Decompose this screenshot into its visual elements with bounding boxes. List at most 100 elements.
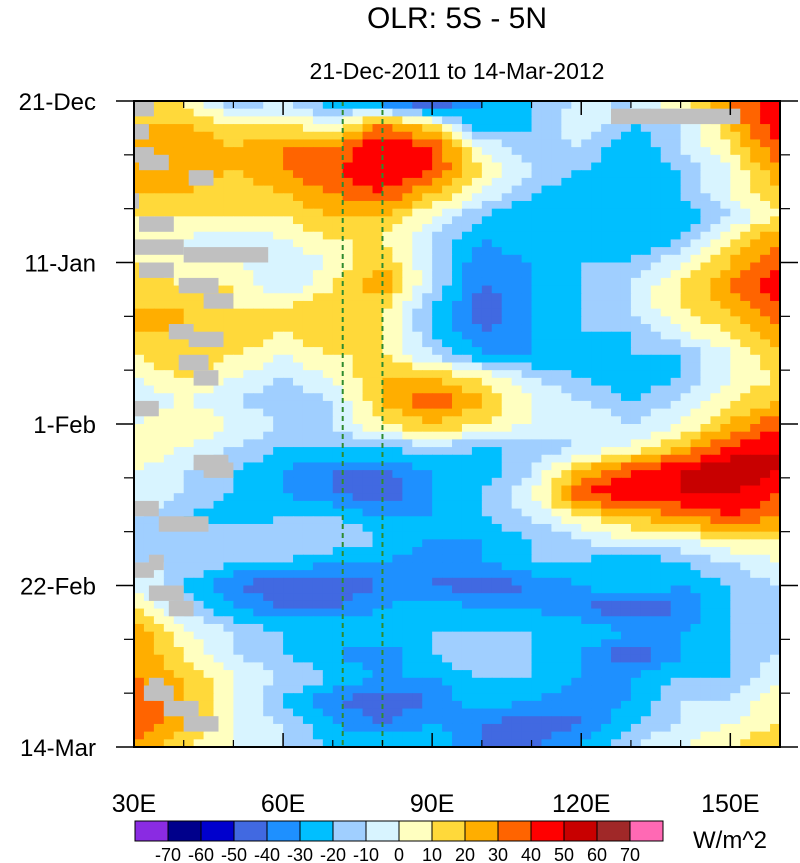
- heatmap-cell: [690, 293, 702, 302]
- heatmap-cell: [620, 254, 632, 264]
- heatmap-cell: [163, 185, 175, 194]
- heatmap-cell: [422, 324, 433, 333]
- heatmap-cell: [670, 124, 682, 133]
- heatmap-cell: [720, 400, 731, 410]
- heatmap-cell: [153, 193, 165, 202]
- heatmap-cell: [481, 516, 493, 525]
- heatmap-cell: [143, 516, 155, 525]
- heatmap-cell: [581, 593, 592, 602]
- heatmap-cell: [233, 531, 244, 540]
- heatmap-cell: [312, 162, 324, 171]
- heatmap-cell: [561, 131, 572, 141]
- heatmap-cell: [293, 147, 304, 156]
- heatmap-cell: [392, 593, 403, 602]
- heatmap-cell: [730, 670, 741, 679]
- heatmap-cell: [700, 531, 712, 540]
- heatmap-cell: [471, 170, 483, 179]
- heatmap-cell: [620, 300, 632, 310]
- heatmap-cell: [362, 685, 374, 694]
- heatmap-cell: [302, 370, 314, 379]
- heatmap-cell: [362, 608, 374, 617]
- heatmap-cell: [720, 424, 731, 433]
- heatmap-cell: [143, 447, 155, 456]
- heatmap-cell: [591, 654, 602, 663]
- heatmap-cell: [571, 293, 582, 302]
- heatmap-cell: [561, 116, 572, 125]
- heatmap-cell: [312, 577, 324, 587]
- heatmap-cell: [283, 339, 294, 348]
- heatmap-cell: [263, 139, 274, 148]
- heatmap-cell: [650, 516, 662, 525]
- heatmap-cell: [650, 362, 662, 371]
- heatmap-cell: [392, 462, 403, 471]
- heatmap-cell: [481, 177, 493, 187]
- heatmap-cell: [412, 208, 423, 217]
- heatmap-cell: [541, 147, 553, 156]
- heatmap-cell: [332, 208, 344, 217]
- heatmap-cell: [640, 177, 652, 187]
- heatmap-cell: [372, 154, 384, 164]
- heatmap-cell: [670, 216, 682, 225]
- heatmap-cell: [541, 216, 553, 225]
- heatmap-cell: [223, 331, 234, 340]
- heatmap-cell: [332, 631, 344, 640]
- heatmap-cell: [263, 200, 274, 210]
- heatmap-cell: [163, 531, 175, 540]
- heatmap-cell: [591, 600, 602, 610]
- heatmap-cell: [143, 639, 155, 648]
- heatmap-cell: [750, 670, 761, 679]
- heatmap-cell: [660, 531, 672, 540]
- heatmap-cell: [720, 670, 731, 679]
- heatmap-cell: [660, 608, 672, 617]
- heatmap-cell: [203, 508, 215, 517]
- heatmap-cell: [352, 270, 364, 279]
- heatmap-cell: [442, 239, 453, 248]
- heatmap-cell: [273, 593, 284, 602]
- heatmap-cell: [392, 647, 403, 656]
- heatmap-cell: [382, 347, 393, 356]
- heatmap-cell: [720, 616, 731, 625]
- heatmap-cell: [591, 393, 602, 402]
- heatmap-cell: [203, 270, 215, 279]
- heatmap-cell: [730, 193, 741, 202]
- heatmap-cell: [223, 562, 234, 571]
- heatmap-cell: [601, 623, 612, 633]
- heatmap-cell: [571, 639, 582, 648]
- heatmap-cell: [243, 277, 254, 287]
- heatmap-cell: [402, 347, 413, 356]
- heatmap-cell: [382, 247, 393, 256]
- heatmap-cell: [501, 616, 513, 625]
- heatmap-cell: [571, 285, 582, 294]
- heatmap-cell: [571, 108, 582, 117]
- heatmap-cell: [521, 347, 533, 356]
- heatmap-cell: [332, 562, 344, 571]
- heatmap-cell: [521, 393, 533, 402]
- heatmap-cell: [332, 539, 344, 548]
- heatmap-cell: [630, 347, 642, 356]
- heatmap-cell: [442, 224, 453, 233]
- heatmap-cell: [740, 362, 751, 371]
- heatmap-cell: [690, 647, 702, 656]
- heatmap-cell: [312, 370, 324, 379]
- heatmap-cell: [730, 324, 741, 333]
- heatmap-cell: [561, 262, 572, 271]
- heatmap-cell: [531, 393, 543, 402]
- heatmap-cell: [481, 124, 493, 133]
- heatmap-cell: [372, 554, 384, 564]
- heatmap-cell: [213, 685, 225, 694]
- heatmap-cell: [650, 270, 662, 279]
- heatmap-cell: [481, 354, 493, 364]
- heatmap-cell: [571, 554, 582, 564]
- heatmap-cell: [173, 216, 185, 225]
- heatmap-cell: [750, 362, 761, 371]
- heatmap-cell: [183, 293, 195, 302]
- heatmap-cell: [442, 639, 453, 648]
- heatmap-cell: [312, 531, 324, 540]
- heatmap-cell: [432, 162, 443, 171]
- heatmap-cell: [531, 124, 543, 133]
- heatmap-cell: [531, 608, 543, 617]
- heatmap-cell: [611, 270, 622, 279]
- heatmap-cell: [392, 247, 403, 256]
- heatmap-cell: [243, 216, 254, 225]
- heatmap-cell: [372, 485, 384, 494]
